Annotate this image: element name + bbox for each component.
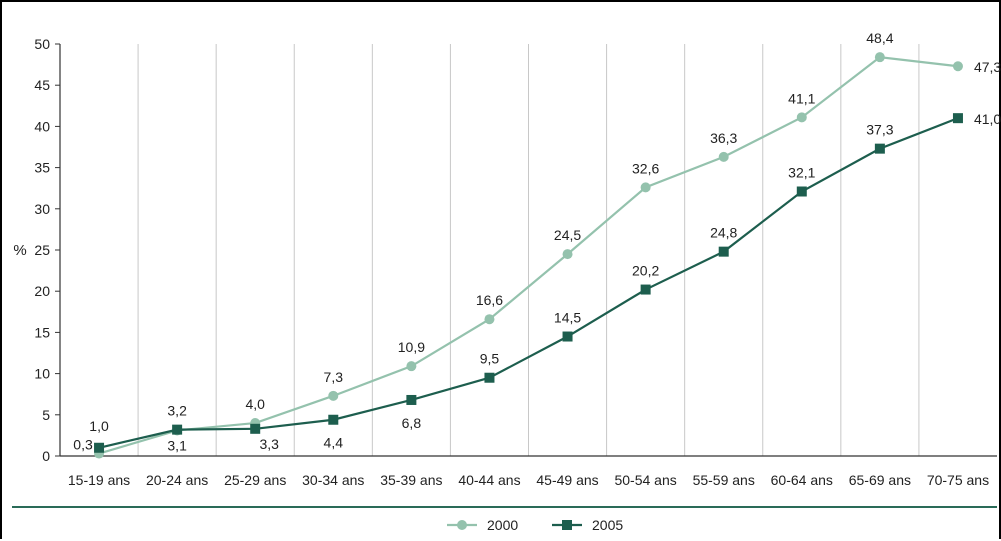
point-2005 — [328, 414, 339, 425]
point-2000 — [406, 361, 417, 372]
y-tick-label: 30 — [34, 201, 50, 217]
point-2005 — [94, 442, 105, 453]
data-label-2000: 47,3 — [974, 59, 1001, 75]
data-label-2000: 0,3 — [73, 437, 93, 453]
point-2000 — [484, 314, 495, 325]
point-2005 — [874, 143, 885, 154]
data-label-2005: 24,8 — [710, 225, 737, 241]
x-tick-label: 25-29 ans — [224, 472, 286, 488]
data-label-2005: 9,5 — [480, 351, 500, 367]
point-2005 — [406, 394, 417, 405]
data-label-2000: 10,9 — [398, 339, 425, 355]
point-2000 — [328, 390, 339, 401]
x-tick-label: 15-19 ans — [68, 472, 130, 488]
point-2000 — [796, 112, 807, 123]
y-tick-label: 25 — [34, 242, 50, 258]
y-axis-label: % — [13, 242, 26, 259]
y-tick-label: 15 — [34, 324, 50, 340]
x-tick-label: 55-59 ans — [693, 472, 755, 488]
data-label-2000: 48,4 — [866, 30, 893, 46]
legend-label-2005: 2005 — [592, 517, 623, 533]
data-label-2005: 14,5 — [554, 310, 581, 326]
data-label-2000: 3,1 — [167, 437, 187, 453]
y-tick-label: 10 — [34, 366, 50, 382]
x-tick-label: 50-54 ans — [614, 472, 676, 488]
point-2000 — [874, 52, 885, 63]
x-tick-label: 20-24 ans — [146, 472, 208, 488]
data-label-2000: 41,1 — [788, 90, 815, 106]
x-tick-label: 65-69 ans — [849, 472, 911, 488]
x-tick-label: 30-34 ans — [302, 472, 364, 488]
legend-marker-2000 — [457, 520, 467, 530]
point-2000 — [640, 182, 651, 193]
point-2005 — [562, 331, 573, 342]
y-tick-label: 40 — [34, 118, 50, 134]
data-label-2000: 16,6 — [476, 292, 503, 308]
point-2005 — [952, 113, 963, 124]
x-tick-label: 60-64 ans — [771, 472, 833, 488]
point-2005 — [250, 423, 261, 434]
data-label-2005: 4,4 — [324, 435, 344, 451]
y-tick-label: 20 — [34, 283, 50, 299]
data-label-2005: 3,3 — [259, 436, 279, 452]
data-label-2005: 6,8 — [402, 415, 422, 431]
data-label-2005: 37,3 — [866, 122, 893, 138]
point-2005 — [484, 372, 495, 383]
y-tick-label: 5 — [42, 407, 50, 423]
series-line-2005 — [98, 117, 959, 449]
legend-label-2000: 2000 — [487, 517, 518, 533]
data-label-2005: 32,1 — [788, 164, 815, 180]
data-label-2000: 7,3 — [324, 369, 344, 385]
legend-marker-2005 — [562, 520, 572, 530]
x-tick-label: 40-44 ans — [458, 472, 520, 488]
data-label-2000: 36,3 — [710, 130, 737, 146]
data-label-2005: 1,0 — [89, 418, 109, 434]
point-2005 — [796, 186, 807, 197]
y-tick-label: 45 — [34, 77, 50, 93]
data-label-2000: 32,6 — [632, 160, 659, 176]
y-tick-label: 0 — [42, 448, 50, 464]
point-2005 — [172, 424, 183, 435]
point-2000 — [562, 249, 573, 260]
series-line-2000 — [98, 56, 959, 455]
point-2000 — [952, 61, 963, 72]
data-label-2005: 41,0 — [974, 111, 1001, 127]
point-2005 — [640, 284, 651, 295]
y-tick-label: 50 — [34, 36, 50, 52]
data-label-2005: 20,2 — [632, 263, 659, 279]
x-tick-label: 35-39 ans — [380, 472, 442, 488]
y-tick-label: 35 — [34, 160, 50, 176]
data-label-2005: 3,2 — [167, 403, 187, 419]
data-label-2000: 4,0 — [245, 396, 265, 412]
point-2000 — [718, 151, 729, 162]
x-tick-label: 45-49 ans — [536, 472, 598, 488]
point-2005 — [718, 246, 729, 257]
x-tick-label: 70-75 ans — [927, 472, 989, 488]
data-label-2000: 24,5 — [554, 227, 581, 243]
